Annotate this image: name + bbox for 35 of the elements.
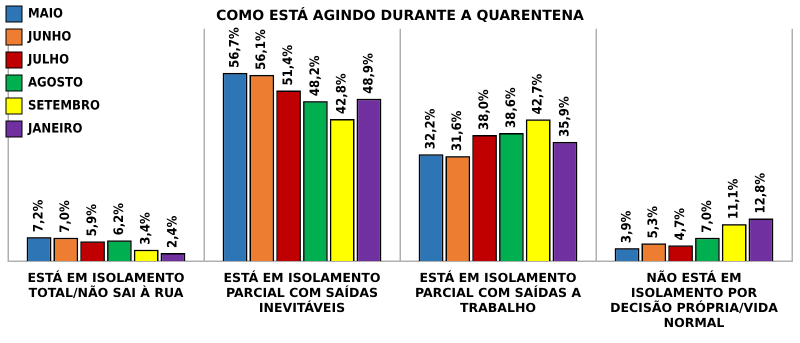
data-label: 3,4% xyxy=(138,212,154,245)
data-label: 7,0% xyxy=(700,200,715,233)
data-label: 5,3% xyxy=(646,206,662,238)
data-label: 31,6% xyxy=(450,110,466,152)
data-label: 38,6% xyxy=(504,87,519,128)
data-label: 38,0% xyxy=(476,89,492,130)
data-label: 48,2% xyxy=(308,55,323,96)
data-label: 12,8% xyxy=(753,172,768,214)
x-tick-label: ESTÁ EM ISOLAMENTO PARCIAL COM SAÍDAS A TRABALHO xyxy=(414,270,582,315)
data-label: 5,9% xyxy=(84,204,100,236)
data-label: 4,7% xyxy=(672,208,688,240)
data-label: 51,4% xyxy=(280,44,296,86)
legend-label: MAIO xyxy=(28,6,64,22)
legend-label: SETEMBRO xyxy=(28,98,100,114)
data-label: 56,1% xyxy=(254,29,270,70)
legend-label: JUNHO xyxy=(27,29,72,44)
chart-title: COMO ESTÁ AGINDO DURANTE A QUARENTENA xyxy=(216,7,584,24)
x-tick-label: NÃO ESTÁ EM ISOLAMENTO POR DECISÃO PRÓPRIA/VIDA NORMAL xyxy=(610,270,778,330)
data-label: 56,7% xyxy=(227,27,242,68)
data-label: 11,1% xyxy=(726,178,742,220)
x-tick-label: ESTÁ EM ISOLAMENTO TOTAL/NÃO SAI À RUA xyxy=(28,270,184,300)
data-label: 6,2% xyxy=(112,202,127,236)
data-label: 42,8% xyxy=(334,73,350,114)
legend-label: AGOSTO xyxy=(28,75,83,90)
data-label: 7,2% xyxy=(31,199,46,232)
data-label: 32,2% xyxy=(423,108,438,150)
data-label: 7,0% xyxy=(58,200,74,233)
data-label: 3,9% xyxy=(619,210,634,244)
data-label: 48,9% xyxy=(361,52,376,94)
legend-label: JANEIRO xyxy=(27,121,83,136)
data-label: 2,4% xyxy=(165,215,180,248)
legend-label: JULHO xyxy=(27,52,70,68)
data-label: 42,7% xyxy=(530,74,546,114)
data-label: 35,9% xyxy=(557,96,572,137)
x-tick-label: ESTÁ EM ISOLAMENTO PARCIAL COM SAÍDAS INEVITÁVEIS xyxy=(224,270,380,315)
